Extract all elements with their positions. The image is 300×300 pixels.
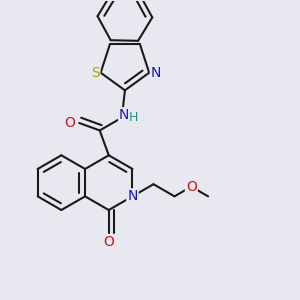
Text: O: O <box>64 116 75 130</box>
Text: O: O <box>103 235 114 249</box>
Text: O: O <box>186 180 197 194</box>
Text: N: N <box>151 66 161 80</box>
Text: N: N <box>127 189 138 203</box>
Text: N: N <box>119 108 130 122</box>
Text: H: H <box>129 111 138 124</box>
Text: S: S <box>91 66 99 80</box>
